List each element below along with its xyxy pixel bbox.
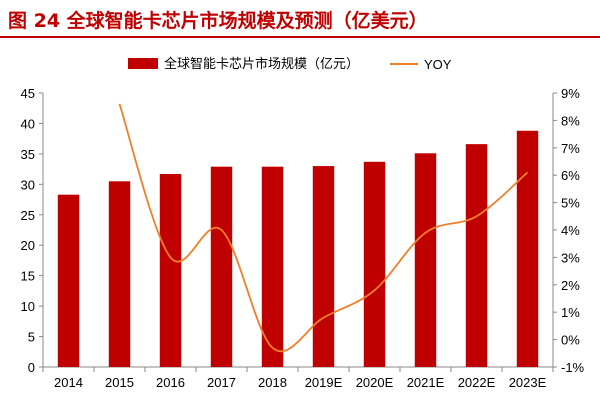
x-tick-label: 2020E <box>356 375 394 390</box>
left-tick-label: 15 <box>21 269 35 284</box>
x-tick-label: 2019E <box>305 375 343 390</box>
x-tick-label: 2021E <box>407 375 445 390</box>
right-tick-label: -1% <box>561 360 585 375</box>
right-tick-label: 5% <box>561 196 580 211</box>
x-tick-label: 2023E <box>509 375 547 390</box>
x-tick-label: 2016 <box>156 375 185 390</box>
left-tick-label: 35 <box>21 147 35 162</box>
chart-title: 图 24 全球智能卡芯片市场规模及预测（亿美元） <box>8 10 428 32</box>
right-tick-label: 1% <box>561 305 580 320</box>
x-tick-label: 2022E <box>458 375 496 390</box>
left-tick-label: 45 <box>21 86 35 101</box>
x-tick-label: 2018 <box>258 375 287 390</box>
title-rule <box>0 36 600 38</box>
right-tick-label: 6% <box>561 168 580 183</box>
right-tick-label: 9% <box>561 86 580 101</box>
bar-2020E <box>363 161 386 367</box>
left-tick-label: 25 <box>21 208 35 223</box>
right-tick-label: 4% <box>561 223 580 238</box>
bar-2021E <box>414 153 437 367</box>
left-tick-label: 10 <box>21 299 35 314</box>
left-tick-label: 5 <box>28 330 35 345</box>
bar-2018 <box>261 166 284 367</box>
bar-2023E <box>516 130 539 367</box>
left-tick-label: 0 <box>28 360 35 375</box>
bar-2019E <box>312 166 335 367</box>
right-tick-label: 8% <box>561 113 580 128</box>
x-tick-label: 2017 <box>207 375 236 390</box>
right-tick-label: 7% <box>561 141 580 156</box>
right-tick-label: 0% <box>561 333 580 348</box>
right-tick-label: 2% <box>561 278 580 293</box>
legend-bar-swatch <box>128 58 158 69</box>
left-tick-label: 20 <box>21 238 35 253</box>
bar-2022E <box>465 144 488 367</box>
right-tick-label: 3% <box>561 250 580 265</box>
legend-line-label: YOY <box>424 57 452 72</box>
bar-2017 <box>210 166 233 367</box>
bar-2014 <box>57 194 80 367</box>
left-tick-label: 40 <box>21 116 35 131</box>
left-tick-label: 30 <box>21 177 35 192</box>
x-tick-label: 2014 <box>54 375 83 390</box>
legend-bar-label: 全球智能卡芯片市场规模（亿元） <box>164 56 359 71</box>
x-tick-label: 2015 <box>105 375 134 390</box>
bar-2015 <box>108 181 131 367</box>
bar-2016 <box>159 173 182 367</box>
